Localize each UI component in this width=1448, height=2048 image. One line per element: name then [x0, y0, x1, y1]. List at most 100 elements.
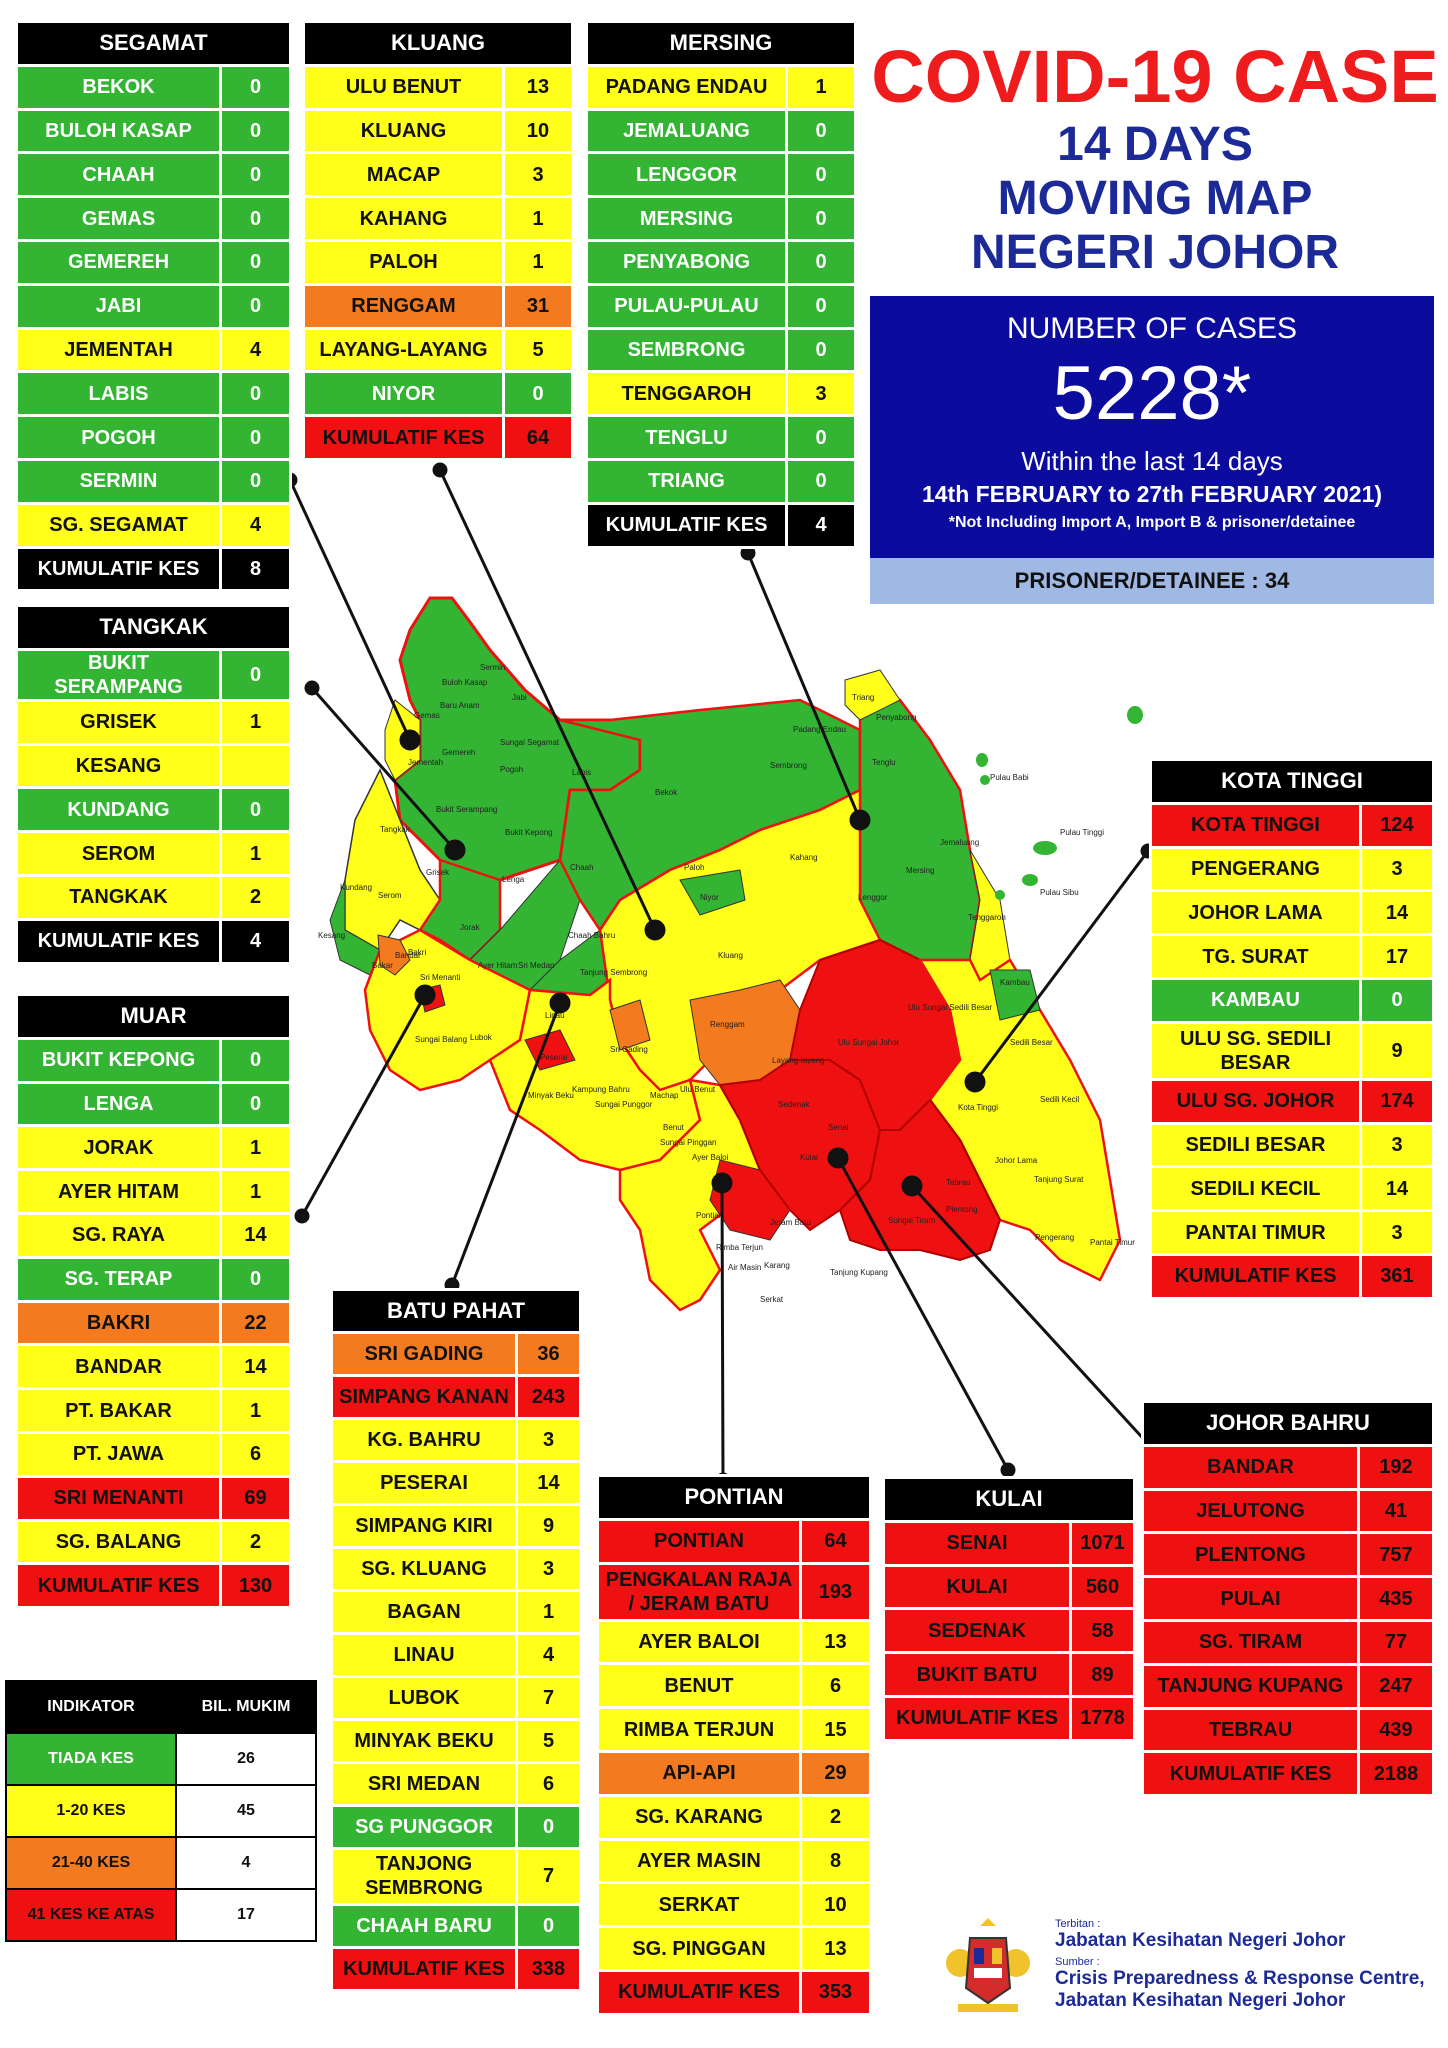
map-label-sedili-besar: Sedili Besar — [1010, 1038, 1053, 1047]
area-name: BULOH KASAP — [15, 107, 222, 155]
map-label-mersing: Mersing — [906, 866, 934, 875]
area-name: BANDAR — [15, 1343, 222, 1391]
area-name: MACAP — [302, 151, 505, 199]
map-label-minyak-beku: Minyak Beku — [528, 1091, 574, 1100]
case-count: 0 — [219, 647, 292, 702]
district-header: BATU PAHAT — [330, 1288, 582, 1334]
map-label-grisek: Grisek — [426, 868, 450, 877]
area-name: JEMALUANG — [585, 107, 788, 155]
area-name: SIMPANG KANAN — [330, 1374, 518, 1420]
case-count: 1071 — [1069, 1519, 1136, 1567]
case-count: 1 — [219, 1124, 292, 1172]
map-region-niyor — [679, 869, 746, 916]
table-row: KUMULATIF KES 4 — [15, 917, 292, 965]
table-row: SIMPANG KANAN 243 — [330, 1374, 582, 1420]
footer-terbitan-label: Terbitan : — [1055, 1918, 1101, 1930]
title-main: COVID-19 CASE — [871, 35, 1439, 118]
case-count: 0 — [785, 457, 857, 505]
case-count: 0 — [785, 151, 857, 199]
table-row: AYER MASIN 8 — [596, 1837, 872, 1885]
table-row: BULOH KASAP 0 — [15, 107, 292, 155]
table-row: SEDILI KECIL 14 — [1149, 1165, 1435, 1213]
table-row: BEKOK 0 — [15, 63, 292, 111]
area-name: KUMULATIF KES — [596, 1968, 802, 2016]
case-count: 0 — [785, 107, 857, 155]
map-region-batu-pahat — [488, 977, 702, 1172]
map-region-bakri — [377, 934, 411, 976]
area-name: SG. KLUANG — [330, 1546, 518, 1592]
table-row: PONTIAN 64 — [596, 1517, 872, 1565]
table-row: MERSING 0 — [585, 195, 857, 242]
area-name: SRI MENANTI — [15, 1474, 222, 1522]
table-row: KUNDANG 0 — [15, 786, 292, 834]
case-count: 0 — [515, 1902, 582, 1949]
case-count: 6 — [515, 1761, 582, 1807]
map-label-chaah-bahru: Chaah Bahru — [568, 931, 615, 940]
map-label-pulau-babi: Pulau Babi — [990, 773, 1029, 782]
area-name: KUNDANG — [15, 786, 222, 834]
area-name: TANJUNG KUPANG — [1141, 1662, 1360, 1710]
map-island-5 — [1022, 874, 1038, 886]
table-row: SENAI 1071 — [882, 1519, 1136, 1567]
map-label-bandar: Bandar — [395, 951, 421, 960]
table-row: BAGAN 1 — [330, 1589, 582, 1635]
case-count: 0 — [219, 107, 292, 155]
case-count: 4 — [785, 501, 857, 549]
table-row: API-API 29 — [596, 1749, 872, 1797]
case-count: 4 — [219, 326, 292, 374]
case-count: 1 — [219, 1387, 292, 1434]
table-row: SIMPANG KIRI 9 — [330, 1503, 582, 1549]
table-row: PULAI 435 — [1141, 1575, 1435, 1622]
case-count: 8 — [219, 545, 292, 593]
table-row: KLUANG 10 — [302, 107, 574, 155]
footer-terbitan: Jabatan Kesihatan Negeri Johor — [1055, 1930, 1346, 1951]
table-row: SG. KARANG 2 — [596, 1793, 872, 1841]
case-count — [219, 742, 292, 790]
footer-sumber-1: Crisis Preparedness & Response Centre, — [1055, 1968, 1425, 1989]
legend-col-indicator: INDIKATOR — [5, 1680, 177, 1734]
table-row: SERKAT 10 — [596, 1881, 872, 1929]
leader-batupahat — [450, 1002, 562, 1286]
case-count: 0 — [219, 238, 292, 286]
table-row: KESANG — [15, 742, 292, 790]
area-name: BUKIT SERAMPANG — [15, 647, 222, 702]
map-label-kota-tinggi: Kota Tinggi — [958, 1103, 998, 1112]
case-count: 0 — [1359, 976, 1435, 1024]
table-row: JEMENTAH 4 — [15, 326, 292, 374]
case-count: 757 — [1357, 1531, 1435, 1579]
table-row: LAYANG-LAYANG 5 — [302, 326, 574, 374]
case-count: 41 — [1357, 1487, 1435, 1535]
map-label-tenglu: Tenglu — [872, 758, 896, 767]
table-row: TRIANG 0 — [585, 457, 857, 505]
map-region-kambau — [989, 969, 1041, 1021]
table-row: ULU BENUT 13 — [302, 63, 574, 111]
table-row: JEMALUANG 0 — [585, 107, 857, 155]
table-row: PALOH 1 — [302, 238, 574, 286]
table-row: SG. KLUANG 3 — [330, 1546, 582, 1592]
case-count: 14 — [219, 1343, 292, 1391]
area-name: SEDENAK — [882, 1607, 1072, 1655]
case-count: 9 — [515, 1503, 582, 1549]
area-name: SG. TIRAM — [1141, 1618, 1360, 1666]
map-region-tangkak — [344, 768, 441, 951]
map-label-pengerang: Pengerang — [1035, 1233, 1074, 1242]
map-label-sri-menanti: Sri Menanti — [420, 973, 461, 982]
area-name: MINYAK BEKU — [330, 1718, 518, 1764]
cases-label: NUMBER OF CASES — [1006, 312, 1298, 345]
area-name: KG. BAHRU — [330, 1417, 518, 1463]
case-count: 338 — [515, 1945, 582, 1992]
area-name: PENGERANG — [1149, 845, 1362, 893]
area-name: ULU BENUT — [302, 63, 505, 111]
map-label-kambau: Kambau — [1000, 978, 1030, 987]
table-row: SEDENAK 58 — [882, 1607, 1136, 1655]
area-name: JORAK — [15, 1124, 222, 1172]
case-count: 77 — [1357, 1618, 1435, 1666]
table-row: SG. PINGGAN 13 — [596, 1925, 872, 1972]
map-island-3 — [980, 775, 990, 785]
table-row: LENGA 0 — [15, 1080, 292, 1128]
cases-number: 5228* — [1052, 351, 1252, 436]
legend-count: 4 — [175, 1836, 317, 1890]
leader-kotatinggi — [973, 850, 1150, 1083]
table-tangkak: TANGKAK BUKIT SERAMPANG 0 GRISEK 1 KESANG KUND… — [15, 604, 292, 965]
district-header: JOHOR BAHRU — [1141, 1400, 1435, 1447]
